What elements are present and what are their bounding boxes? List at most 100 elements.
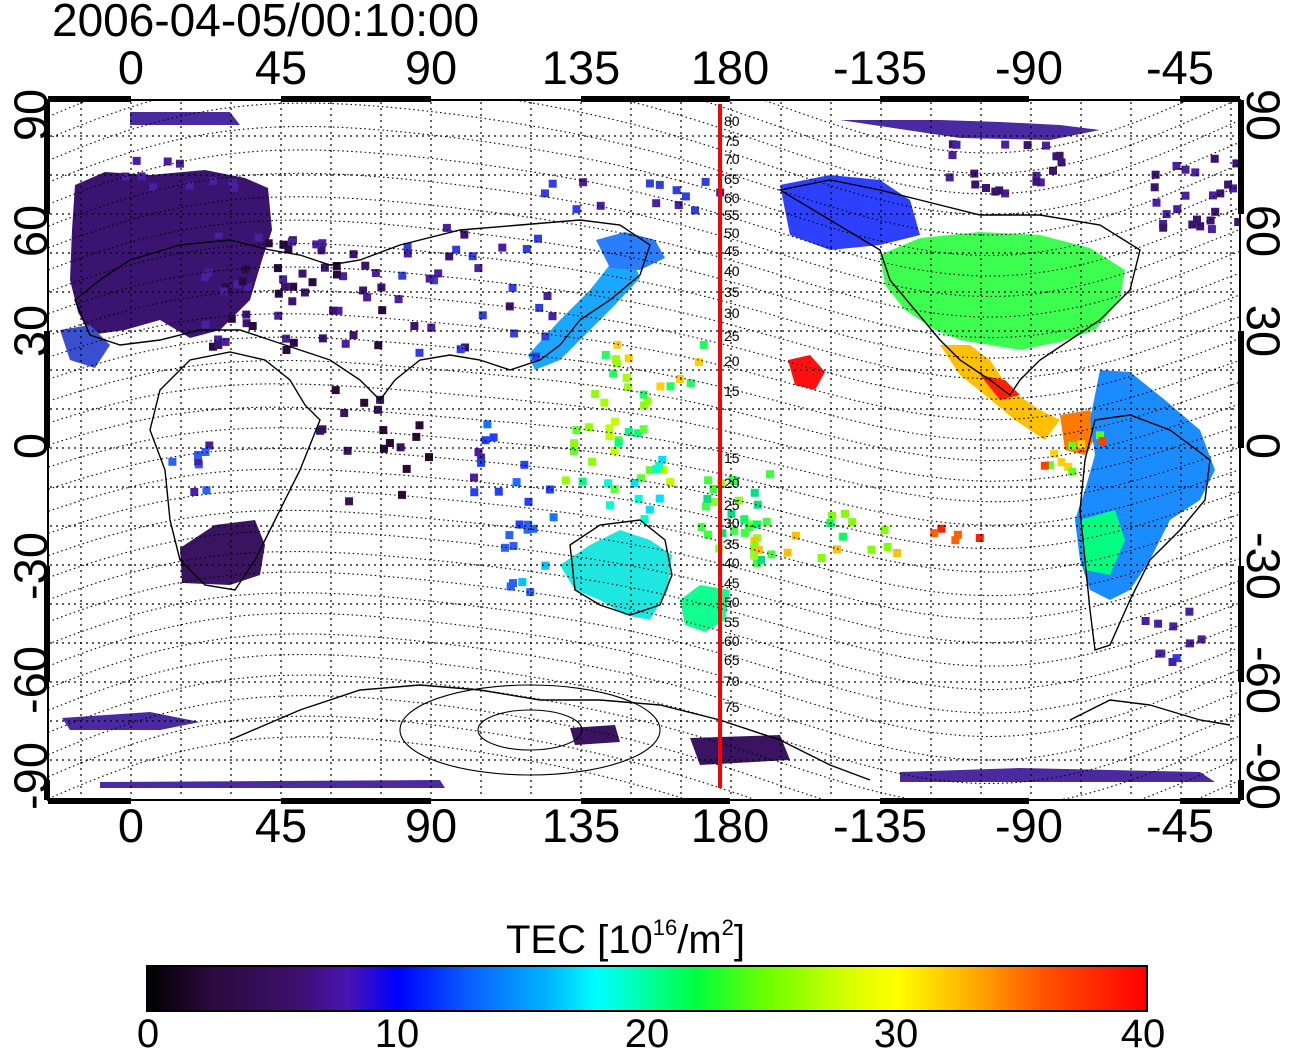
tec-sample (300, 288, 309, 297)
top-lon-tick: 90 (404, 41, 458, 94)
tec-sample (318, 239, 327, 248)
tec-sample (605, 424, 614, 433)
tec-sample (132, 156, 141, 165)
tec-sample (674, 201, 683, 210)
colorbar-tick: 40 (1120, 1012, 1166, 1056)
tec-sample (953, 530, 962, 539)
tec-sample (489, 433, 498, 442)
tec-sample (817, 554, 826, 562)
tec-sample (1172, 654, 1181, 663)
tec-sample (339, 272, 348, 281)
tec-sample (991, 187, 1000, 196)
meridian-latitude-labels: 8075706560555045403530252015152025303540… (724, 113, 740, 715)
tec-sample (248, 322, 257, 330)
bottom-lon-tick: -90 (995, 799, 1063, 852)
tec-sample (509, 542, 518, 550)
mag-contour (48, 406, 1240, 503)
tec-sample (221, 337, 230, 346)
bottom-lon-tick: 45 (254, 799, 308, 852)
tec-sample (643, 397, 652, 406)
tec-sample (975, 534, 984, 542)
mag-contour (48, 509, 1240, 620)
tec-sample (548, 312, 557, 321)
tec-sample (561, 476, 570, 485)
tec-sample (609, 369, 618, 378)
left-lat-tick: -30 (4, 532, 57, 600)
mag-contour-closed (399, 684, 661, 776)
bottom-lon-tick: 180 (690, 799, 770, 852)
tec-sample (841, 509, 850, 518)
tec-sample (202, 486, 211, 495)
tec-sample (163, 157, 172, 166)
tec-sample (971, 180, 980, 189)
tec-sample (201, 448, 210, 456)
tec-sample (701, 177, 710, 186)
tec-sample (740, 515, 749, 524)
tec-sample (545, 485, 554, 494)
tec-sample (867, 545, 876, 554)
tec-sample (281, 282, 290, 291)
tec-sample (524, 520, 533, 529)
meridian-lat-label: 65 (724, 652, 740, 668)
tec-sample (637, 474, 646, 483)
mag-contour (48, 427, 1240, 526)
tec-sample (624, 383, 632, 392)
tec-sample (534, 234, 542, 243)
tec-sample (1064, 462, 1073, 471)
patch-south-africa (180, 520, 265, 585)
meridian-lat-label: 15 (724, 450, 740, 466)
tec-sample (750, 488, 759, 497)
coast-antarctica-west (1069, 699, 1231, 726)
tec-sample (214, 341, 223, 350)
tec-sample (219, 287, 228, 296)
tec-sample (456, 345, 465, 354)
tec-sample (168, 457, 177, 466)
tec-sample (378, 306, 387, 315)
tec-scatter (121, 140, 1240, 666)
tec-sample (227, 314, 236, 323)
tec-sample (1032, 171, 1041, 180)
tec-sample (415, 421, 424, 430)
tec-sample (331, 386, 340, 395)
tec-sample (515, 520, 524, 529)
frame-bar-right (1238, 566, 1244, 682)
tec-sample (701, 502, 710, 511)
tec-sample (704, 476, 713, 485)
tec-sample (1042, 141, 1050, 150)
colorbar-title-close: ] (733, 918, 746, 962)
tec-sample (1185, 607, 1194, 616)
tec-sample (273, 264, 282, 273)
tec-sample (379, 444, 388, 453)
meridian-lat-label: 55 (724, 207, 740, 223)
meridian-lat-label: 50 (724, 594, 740, 610)
tec-sample (672, 186, 681, 195)
tec-sample (1173, 205, 1182, 214)
tec-sample (572, 205, 581, 214)
tec-sample (691, 206, 699, 215)
meridian-lat-label: 25 (724, 497, 740, 513)
tec-sample (430, 276, 439, 285)
mag-contour (48, 383, 1240, 482)
tec-sample (728, 476, 737, 484)
tec-sample (445, 252, 454, 261)
tec-sample (613, 340, 622, 349)
tec-sample (518, 578, 527, 587)
tec-sample (645, 505, 654, 514)
patch-arctic (840, 120, 1100, 140)
tec-sample (520, 460, 529, 469)
frame-bar-top (48, 96, 131, 102)
tec-sample (893, 549, 902, 557)
coast-south-america (1079, 414, 1211, 651)
mag-contour (48, 100, 1240, 216)
tec-sample (234, 280, 242, 289)
tec-sample (243, 283, 252, 292)
right-lat-tick: -90 (1237, 742, 1290, 810)
tec-sample (228, 179, 237, 187)
tec-sample (727, 509, 736, 518)
mag-contour (48, 530, 1240, 644)
tec-sample (345, 497, 354, 506)
tec-sample (659, 466, 668, 474)
tec-sample (1210, 154, 1219, 163)
right-lat-tick: 90 (1237, 88, 1290, 142)
frame-bar-top (581, 96, 730, 102)
